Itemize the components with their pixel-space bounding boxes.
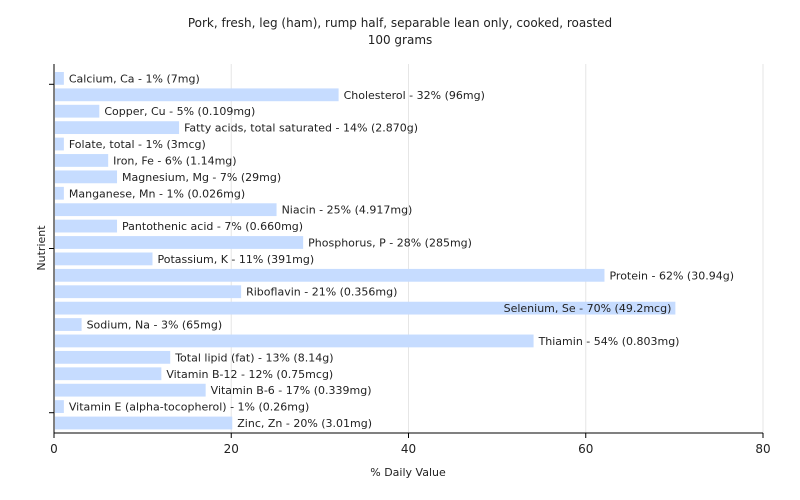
bar-15 (55, 318, 82, 331)
bar-label-20: Vitamin E (alpha-tocopherol) - 1% (0.26m… (69, 401, 309, 414)
x-tick-label-4: 80 (755, 442, 770, 456)
bar-3 (55, 121, 180, 135)
bar-16 (55, 334, 534, 348)
bar-label-12: Protein - 62% (30.94g) (609, 269, 734, 282)
bar-7 (55, 186, 64, 200)
bar-label-16: Thiamin - 54% (0.803mg) (538, 335, 680, 348)
bar-label-17: Total lipid (fat) - 13% (8.14g) (174, 351, 333, 364)
chart-subtitle: 100 grams (368, 33, 433, 47)
bar-label-8: Niacin - 25% (4.917mg) (282, 204, 413, 217)
bar-label-18: Vitamin B-12 - 12% (0.75mcg) (166, 368, 333, 381)
bar-label-11: Potassium, K - 11% (391mg) (157, 253, 314, 266)
bar-19 (55, 383, 206, 397)
bar-4 (55, 137, 64, 151)
x-tick-label-2: 40 (401, 442, 416, 456)
bar-label-19: Vitamin B-6 - 17% (0.339mg) (211, 384, 372, 397)
bar-label-10: Phosphorus, P - 28% (285mg) (308, 236, 472, 249)
bar-label-5: Iron, Fe - 6% (1.14mg) (113, 154, 236, 167)
bar-11 (55, 252, 153, 266)
bar-label-6: Magnesium, Mg - 7% (29mg) (122, 171, 281, 184)
bar-21 (55, 416, 233, 430)
bar-label-0: Calcium, Ca - 1% (7mg) (69, 72, 200, 85)
bar-18 (55, 367, 162, 381)
bar-10 (55, 236, 304, 249)
bar-20 (55, 400, 64, 413)
bar-9 (55, 219, 118, 233)
bar-label-21: Zinc, Zn - 20% (3.01mg) (237, 417, 372, 430)
bar-0 (55, 72, 64, 85)
bar-2 (55, 104, 100, 118)
bar-1 (55, 88, 339, 102)
x-tick-label-0: 0 (50, 442, 58, 456)
bar-label-9: Pantothenic acid - 7% (0.660mg) (122, 220, 303, 233)
bar-label-1: Cholesterol - 32% (96mg) (344, 89, 485, 102)
bar-13 (55, 285, 242, 299)
x-tick-label-3: 60 (578, 442, 593, 456)
x-tick-label-1: 20 (224, 442, 239, 456)
x-axis-title: % Daily Value (370, 466, 446, 479)
bar-6 (55, 170, 118, 184)
y-axis-ticks (49, 83, 54, 414)
bar-label-7: Manganese, Mn - 1% (0.026mg) (69, 187, 245, 200)
bar-label-2: Copper, Cu - 5% (0.109mg) (104, 105, 255, 118)
bar-label-3: Fatty acids, total saturated - 14% (2.87… (184, 122, 418, 135)
chart-title: Pork, fresh, leg (ham), rump half, separ… (188, 16, 612, 30)
bars-group: Calcium, Ca - 1% (7mg) Cholesterol - 32% … (55, 72, 734, 430)
bar-label-4: Folate, total - 1% (3mcg) (69, 138, 206, 151)
y-axis-title: Nutrient (35, 225, 48, 271)
grid-lines (230, 64, 764, 433)
bar-8 (55, 203, 277, 217)
bar-17 (55, 350, 171, 364)
bar-5 (55, 154, 109, 167)
x-axis-ticks: 0 20 40 60 80 (50, 433, 771, 456)
bar-label-13: Riboflavin - 21% (0.356mg) (246, 286, 397, 299)
bar-label-14: Selenium, Se - 70% (49.2mcg) (504, 302, 672, 315)
bar-label-15: Sodium, Na - 3% (65mg) (87, 319, 223, 332)
bar-12 (55, 268, 605, 282)
bar-14 (55, 301, 676, 315)
